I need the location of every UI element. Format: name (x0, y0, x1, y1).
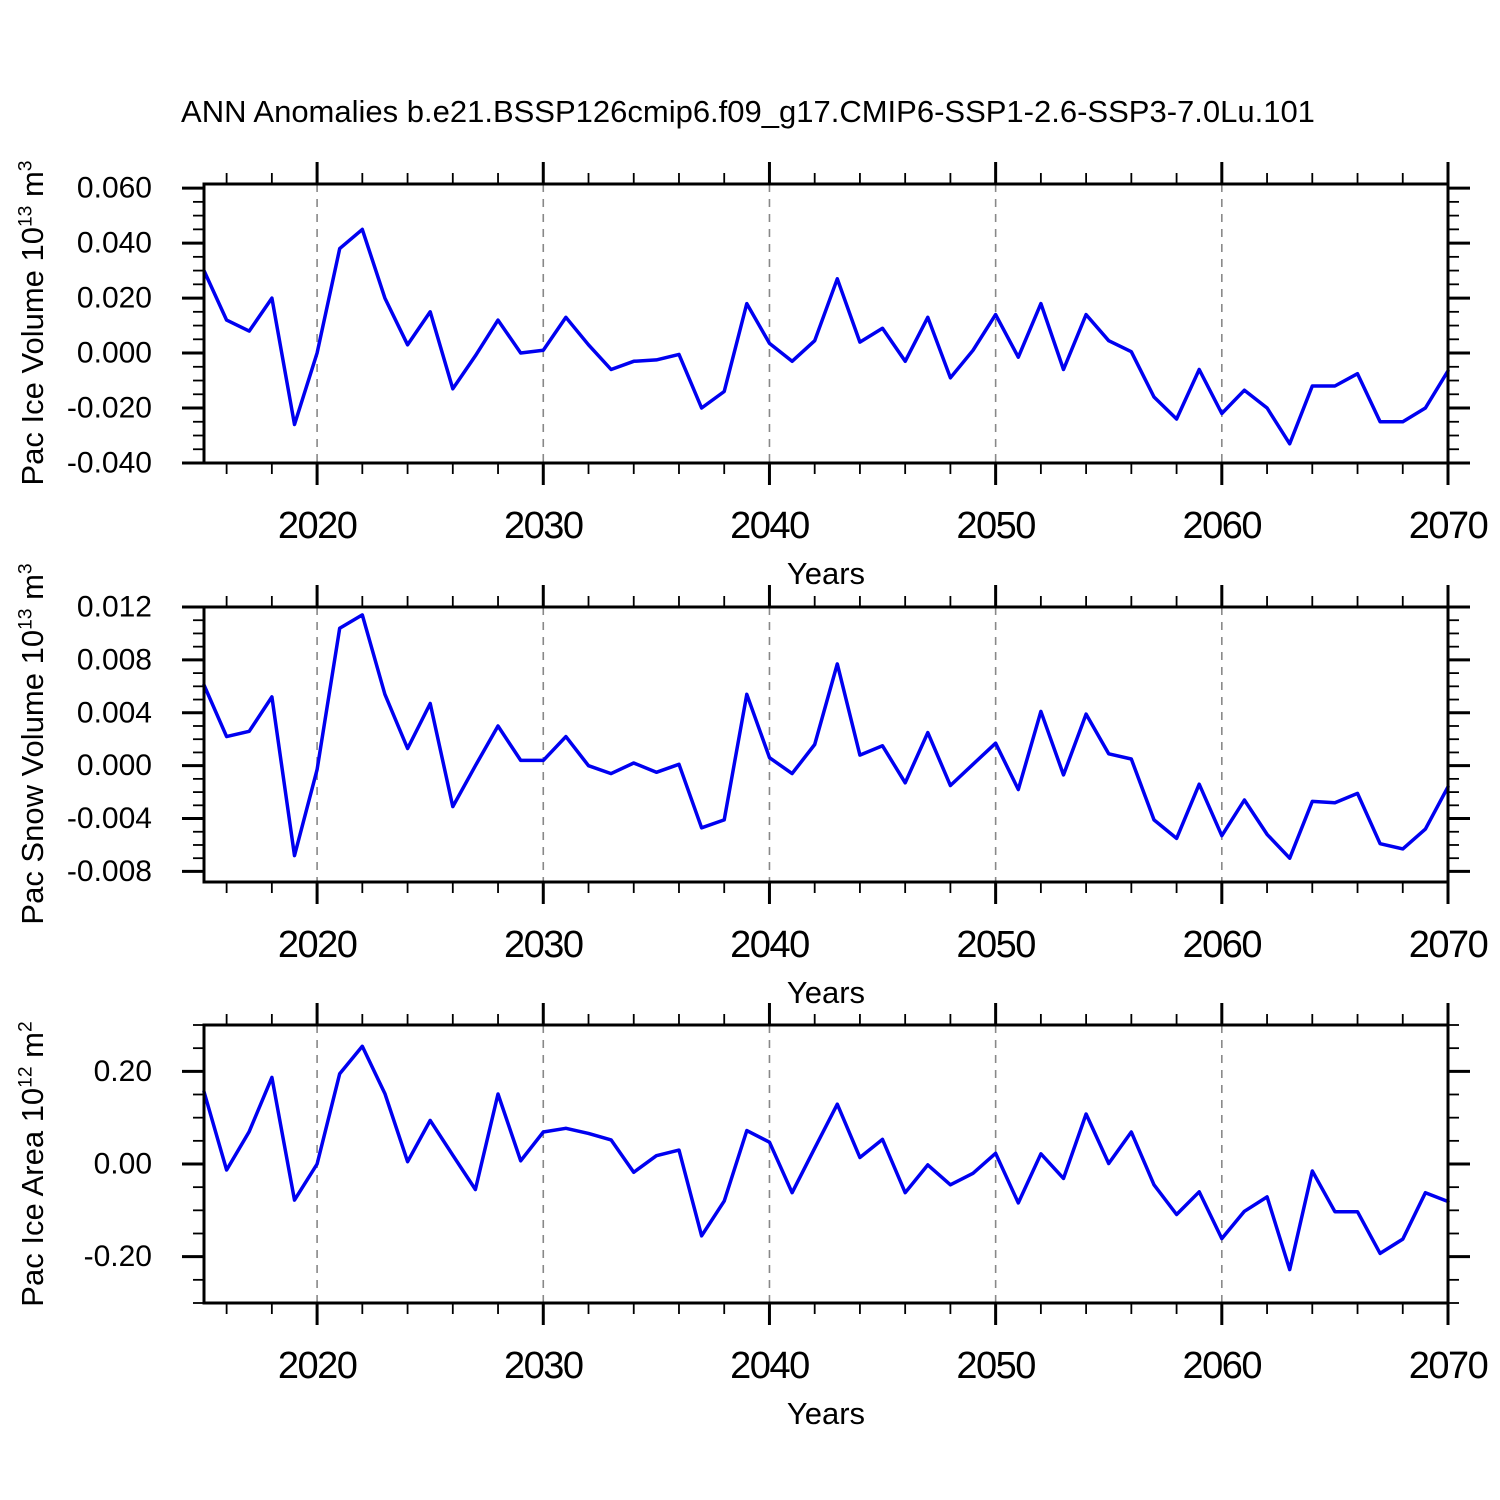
plot-frame (202, 1023, 1450, 1305)
x-tick-label-2050: 2050 (956, 924, 1035, 966)
y-ticks (182, 186, 1470, 465)
y-tick-label-0.060: 0.060 (77, 172, 152, 205)
y-tick-label-0.040: 0.040 (77, 227, 152, 260)
y-tick-label-0.008: 0.008 (77, 643, 152, 676)
y-axis-title-exponent: 13 (15, 205, 37, 227)
y-axis-title-unit-exponent: 3 (15, 160, 37, 172)
x-tick-label-2070: 2070 (1409, 1345, 1488, 1387)
x-tick-labels: 2020 2030 2040 2050 2060 2070 (278, 505, 1489, 547)
y-axis-title-snow-volume: Pac Snow Volume 1013 m3 (15, 563, 51, 924)
y-axis-title-ice-area: Pac Ice Area 1012 m2 (15, 1021, 51, 1306)
y-tick-label-0.004: 0.004 (77, 696, 152, 729)
panel-pac-ice-area: 2020 2030 2040 2050 2060 2070 0.20 0.00 -0.20 (84, 1003, 1489, 1387)
pac-snow-volume-series-line (202, 613, 1450, 860)
y-tick-label--0.20: -0.20 (84, 1240, 152, 1273)
x-tick-label-2050: 2050 (956, 505, 1035, 547)
x-tick-labels: 2020 2030 2040 2050 2060 2070 (278, 1345, 1489, 1387)
panel-pac-ice-volume: 2020 2030 2040 2050 2060 20700.0600.0400.0200… (67, 162, 1489, 547)
y-tick-labels: 0.012 0.008 0.004 0.000 -0.004 -0.008 (67, 591, 152, 888)
x-axis-title-panel-3: Years (786, 1396, 866, 1431)
y-ticks (182, 605, 1470, 873)
y-tick-labels: 0.060 0.040 0.020 0.000 -0.020 -0.040 (67, 172, 152, 480)
y-tick-labels: 0.20 0.00 -0.20 (84, 1055, 152, 1273)
y-axis-title-ice-volume: Pac Ice Volume 1013 m3 (15, 161, 51, 486)
x-ticks (225, 162, 1450, 485)
x-tick-label-2020: 2020 (278, 924, 357, 966)
y-axis-title-text: Pac Ice Volume 10 (15, 227, 50, 486)
y-axis-title-text: Pac Ice Area 10 (15, 1087, 50, 1307)
x-tick-label-2030: 2030 (504, 505, 583, 547)
x-tick-label-2030: 2030 (504, 1345, 583, 1387)
y-tick-label-0.000: 0.000 (77, 749, 152, 782)
x-tick-label-2060: 2060 (1183, 1345, 1262, 1387)
y-axis-title-exponent: 12 (15, 1066, 37, 1088)
y-axis-title-unit: m (15, 574, 50, 609)
x-tick-label-2020: 2020 (278, 505, 357, 547)
x-tick-label-2070: 2070 (1409, 505, 1488, 547)
y-axis-title-unit: m (15, 1032, 50, 1067)
plot-frame (202, 605, 1450, 884)
y-tick-label--0.040: -0.040 (67, 447, 152, 480)
y-tick-label--0.008: -0.008 (67, 855, 152, 888)
y-tick-label-0.20: 0.20 (94, 1055, 152, 1088)
x-tick-label-2060: 2060 (1183, 505, 1262, 547)
y-axis-title-exponent: 13 (15, 608, 37, 630)
y-ticks (182, 1024, 1470, 1304)
pac-ice-volume-series-line (202, 227, 1450, 446)
y-tick-label-0.00: 0.00 (94, 1148, 152, 1181)
pac-ice-area-series-line (202, 1044, 1450, 1272)
y-axis-title-unit-exponent: 3 (15, 563, 37, 575)
x-tick-label-2040: 2040 (730, 1345, 809, 1387)
x-axis-title-panel-2: Years (786, 975, 866, 1010)
x-tick-label-2060: 2060 (1183, 924, 1262, 966)
x-tick-label-2050: 2050 (956, 1345, 1035, 1387)
y-tick-label--0.020: -0.020 (67, 392, 152, 425)
x-tick-labels: 2020 2030 2040 2050 2060 2070 (278, 924, 1489, 966)
x-tick-label-2020: 2020 (278, 1345, 357, 1387)
x-tick-label-2070: 2070 (1409, 924, 1488, 966)
y-axis-title-unit-exponent: 2 (15, 1021, 37, 1032)
y-tick-label-0.000: 0.000 (77, 337, 152, 370)
panel-pac-snow-volume: 2020 2030 2040 2050 2060 20700.0120.0080.0040… (67, 585, 1489, 966)
y-axis-title-unit: m (15, 171, 50, 206)
y-tick-label-0.020: 0.020 (77, 282, 152, 315)
chart-title: ANN Anomalies b.e21.BSSP126cmip6.f09_g17… (181, 94, 1315, 129)
x-tick-label-2040: 2040 (730, 924, 809, 966)
x-ticks (225, 585, 1450, 904)
y-tick-label--0.004: -0.004 (67, 802, 152, 835)
x-axis-title-panel-1: Years (786, 556, 866, 591)
x-tick-label-2040: 2040 (730, 505, 809, 547)
y-tick-label-0.012: 0.012 (77, 591, 152, 624)
y-axis-title-text: Pac Snow Volume 10 (15, 629, 50, 925)
x-ticks (225, 1003, 1450, 1325)
x-tick-label-2030: 2030 (504, 924, 583, 966)
plot-frame (202, 182, 1450, 465)
